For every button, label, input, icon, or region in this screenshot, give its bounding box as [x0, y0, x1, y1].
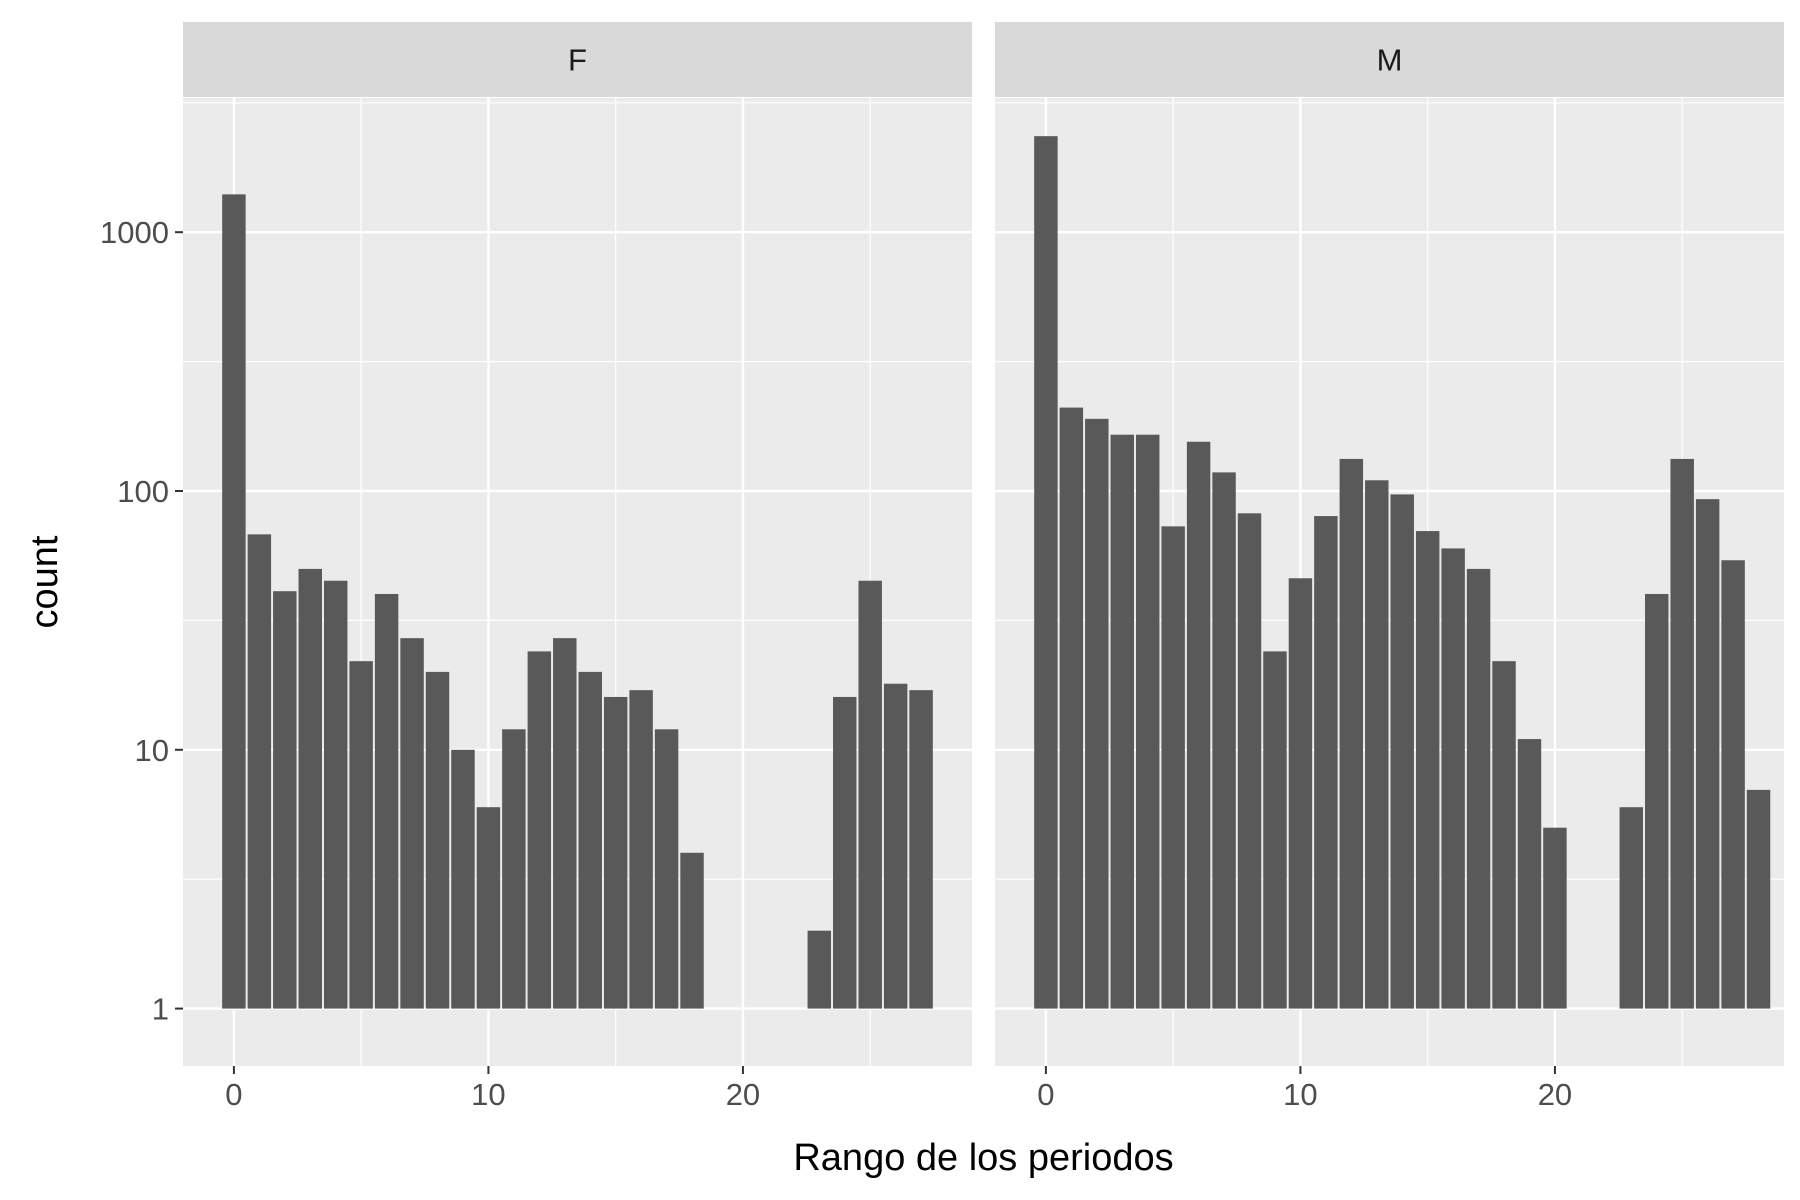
bar [1466, 568, 1491, 1009]
y-tick-label: 100 [117, 474, 169, 509]
bar [1645, 593, 1669, 1009]
bar [1695, 499, 1720, 1009]
x-tick-label: 0 [1037, 1077, 1054, 1112]
bar [298, 568, 322, 1009]
bar [858, 580, 882, 1009]
bar [1110, 434, 1134, 1009]
facet-strip [183, 22, 972, 97]
y-tick-label: 1 [152, 992, 169, 1027]
bar [273, 591, 297, 1009]
x-axis-title: Rango de los periodos [793, 1137, 1173, 1179]
bar [603, 696, 628, 1009]
bar [1034, 136, 1058, 1009]
bar [502, 729, 526, 1009]
bar [247, 534, 272, 1009]
bar [527, 651, 552, 1009]
y-tick-label: 10 [135, 733, 169, 768]
bar [1339, 458, 1364, 1009]
bar [323, 580, 348, 1009]
bar [1186, 441, 1211, 1009]
bar [1746, 789, 1771, 1009]
bar [1237, 513, 1262, 1009]
x-tick-label: 0 [225, 1077, 242, 1112]
bar [553, 638, 577, 1009]
bar [1135, 434, 1160, 1009]
bar [1441, 548, 1465, 1009]
bar [1212, 472, 1236, 1009]
bar [578, 671, 602, 1009]
bar [476, 807, 501, 1009]
bar [1085, 418, 1109, 1009]
y-axis: 1 10 100 1000 [100, 215, 183, 1027]
x-tick-label: 10 [1283, 1077, 1317, 1112]
bar [1517, 739, 1542, 1009]
bar [222, 194, 246, 1009]
panel-F: F 0 10 20 [183, 22, 972, 1112]
bar [374, 593, 399, 1009]
x-tick-label: 20 [1538, 1077, 1572, 1112]
panel-M: M 0 10 20 [995, 22, 1784, 1112]
x-tick-label: 20 [726, 1077, 760, 1112]
bar [1365, 480, 1389, 1009]
bar [654, 729, 679, 1009]
facet-strip-label: M [1377, 43, 1403, 78]
bar [1619, 807, 1644, 1009]
bar [680, 852, 704, 1009]
bar [349, 661, 373, 1009]
bar [1263, 651, 1287, 1009]
x-tick-label: 10 [471, 1077, 505, 1112]
bar [1492, 661, 1516, 1009]
bar [909, 690, 933, 1009]
bar [400, 638, 424, 1009]
bar [1059, 407, 1084, 1009]
bar [629, 690, 653, 1009]
bar [1721, 560, 1745, 1009]
bar [425, 671, 450, 1009]
bar [1670, 458, 1694, 1009]
bar [451, 749, 475, 1009]
y-tick-label: 1000 [100, 215, 169, 250]
facet-strip-label: F [568, 43, 587, 78]
y-axis-title: count [24, 535, 66, 628]
bar [833, 696, 857, 1009]
facet-strip [995, 22, 1784, 97]
bar [1543, 827, 1567, 1009]
bar [1314, 516, 1338, 1009]
panels: F 0 10 20 M 0 10 20 [183, 22, 1784, 1112]
bar [1415, 531, 1440, 1009]
bar [1390, 494, 1414, 1009]
bar [1161, 526, 1185, 1009]
bar [883, 683, 908, 1009]
bar [1288, 578, 1313, 1009]
bar [807, 930, 832, 1009]
